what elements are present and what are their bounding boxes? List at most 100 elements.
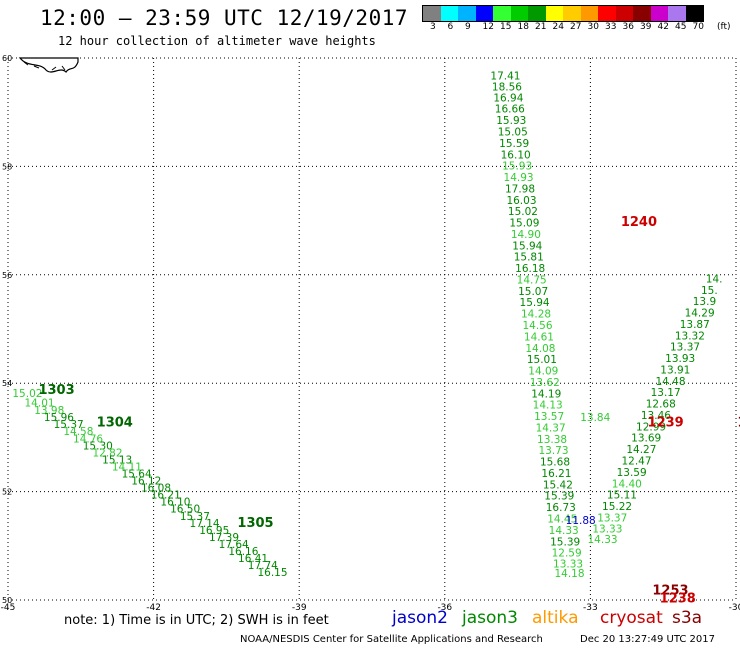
color-scale-label: 70 bbox=[692, 22, 704, 32]
color-swatch bbox=[458, 6, 476, 21]
color-scale-label: 27 bbox=[570, 22, 582, 32]
wave-height-label: 16.66 bbox=[495, 104, 525, 116]
wave-height-label: 17.14 bbox=[190, 518, 220, 530]
latitude-tick-label: 58 bbox=[2, 162, 12, 171]
axis-tick-labels: -45 -42 -39 -36 -33 -30 50 52 54 56 58 60 bbox=[1, 54, 740, 610]
pass-time-label: 1304 bbox=[97, 416, 133, 431]
color-scale-label: 9 bbox=[465, 22, 471, 32]
pass-time-label: 1252 bbox=[737, 416, 740, 431]
wave-height-label: 14.27 bbox=[626, 444, 656, 456]
wave-height-label: 15.42 bbox=[543, 479, 573, 491]
wave-height-label: 14.90 bbox=[511, 229, 541, 241]
color-swatch bbox=[423, 6, 441, 21]
color-swatch bbox=[545, 6, 563, 21]
longitude-tick-label: -39 bbox=[292, 603, 307, 610]
wave-height-label: 14.18 bbox=[554, 568, 584, 580]
color-scale-label: 42 bbox=[657, 22, 669, 32]
wave-height-label: 12.59 bbox=[552, 548, 582, 560]
wave-height-label: 15.11 bbox=[607, 490, 637, 502]
wave-height-label: 14.09 bbox=[528, 366, 558, 378]
wave-height-label: 12.68 bbox=[646, 399, 676, 411]
wave-height-label: 14.08 bbox=[525, 343, 555, 355]
color-swatch bbox=[510, 6, 528, 21]
wave-height-label: 12.82 bbox=[92, 447, 122, 459]
page-subtitle: 12 hour collection of altimeter wave hei… bbox=[58, 34, 376, 48]
wave-height-label: 14.33 bbox=[588, 534, 618, 546]
wave-height-label: 14.29 bbox=[685, 308, 715, 320]
wave-height-label: 15.37 bbox=[180, 511, 210, 523]
wave-height-label: 13.46 bbox=[641, 410, 671, 422]
wave-height-label: 17.41 bbox=[490, 71, 520, 83]
longitude-tick-label: -33 bbox=[583, 603, 598, 610]
wave-height-map: -45-42-39-36-33-30505254565860 15.0214.0… bbox=[1, 54, 740, 610]
wave-height-label: 15.81 bbox=[514, 252, 544, 264]
longitude-tick-label: -42 bbox=[146, 603, 161, 610]
color-swatch bbox=[668, 6, 686, 21]
satellite-legend-altika: altika bbox=[532, 608, 579, 628]
color-scale-label: 6 bbox=[447, 22, 454, 32]
pass-time-label: 1253 bbox=[652, 584, 688, 599]
wave-height-label: 13.98 bbox=[34, 405, 64, 417]
wave-height-label: 16.50 bbox=[170, 504, 200, 516]
pass-time-label: 1305 bbox=[237, 516, 273, 531]
color-scale-label: 3 bbox=[430, 22, 436, 32]
wave-height-label: 13.37 bbox=[670, 342, 700, 354]
map-note: note: 1) Time is in UTC; 2) SWH is in fe… bbox=[64, 613, 329, 628]
latitude-tick-label: 56 bbox=[2, 271, 12, 280]
color-scale-label: 45 bbox=[675, 22, 687, 32]
wave-height-label: 13.17 bbox=[651, 387, 681, 399]
wave-height-label: 12.47 bbox=[621, 456, 651, 468]
color-scale-bar bbox=[422, 5, 704, 22]
wave-height-label: 16.94 bbox=[493, 92, 523, 104]
credit-line: NOAA/NESDIS Center for Satellite Applica… bbox=[240, 634, 543, 645]
color-swatch bbox=[650, 6, 668, 21]
wave-height-label: 16.21 bbox=[151, 490, 181, 502]
wave-height-label: 13.84 bbox=[580, 412, 610, 424]
wave-height-label: 14.11 bbox=[112, 461, 142, 473]
wave-height-label: 13.9 bbox=[693, 296, 716, 308]
wave-height-readings: 15.0214.0113.9815.9615.3714.5814.7615.30… bbox=[12, 71, 722, 581]
wave-height-label: 17.64 bbox=[219, 539, 249, 551]
wave-height-label: 14.45 bbox=[547, 513, 577, 525]
wave-height-label: 16.18 bbox=[515, 263, 545, 275]
wave-height-label: 15.94 bbox=[520, 297, 550, 309]
wave-height-label: 14.33 bbox=[549, 525, 579, 537]
wave-height-label: 16.12 bbox=[131, 476, 161, 488]
wave-height-label: 16.95 bbox=[199, 525, 229, 537]
wave-height-label: 15.94 bbox=[512, 240, 542, 252]
wave-height-label: 16.41 bbox=[238, 553, 268, 565]
color-scale-label: 18 bbox=[517, 22, 529, 32]
wave-height-label: 14.75 bbox=[517, 274, 547, 286]
color-swatch bbox=[580, 6, 598, 21]
latitude-tick-label: 60 bbox=[2, 54, 12, 63]
wave-height-label: 13.57 bbox=[534, 411, 564, 423]
wave-height-label: 17.39 bbox=[209, 532, 239, 544]
wave-height-label: 15.02 bbox=[508, 206, 538, 218]
wave-height-label: 15.05 bbox=[498, 127, 528, 139]
color-scale-label: 24 bbox=[552, 22, 564, 32]
wave-height-label: 13.69 bbox=[631, 433, 661, 445]
color-swatch bbox=[685, 6, 703, 21]
color-swatch bbox=[563, 6, 581, 21]
wave-height-label: 13.91 bbox=[660, 364, 690, 376]
color-swatch bbox=[475, 6, 493, 21]
wave-height-label: 18.56 bbox=[492, 82, 522, 94]
wave-height-label: 15.68 bbox=[540, 457, 570, 469]
longitude-tick-label: -36 bbox=[437, 603, 452, 610]
color-scale-label: 21 bbox=[535, 22, 547, 32]
wave-height-label: 15.01 bbox=[527, 354, 557, 366]
pass-time-label: 1303 bbox=[38, 383, 74, 398]
wave-height-label: 15.93 bbox=[496, 115, 526, 127]
wave-height-label: 13.33 bbox=[592, 523, 622, 535]
latitude-tick-label: 50 bbox=[2, 596, 12, 605]
wave-height-label: 14.01 bbox=[25, 398, 55, 410]
color-scale-label: 36 bbox=[622, 22, 634, 32]
wave-height-label: 16.15 bbox=[257, 567, 287, 579]
wave-height-label: 15.22 bbox=[602, 501, 632, 513]
longitude-tick-label: -30 bbox=[729, 603, 740, 610]
color-scale-labels: 3 6 9 12 15 18 21 24 27 30 33 36 39 42 45 70 bbox=[422, 22, 740, 34]
wave-height-label: 13.38 bbox=[537, 434, 567, 446]
color-swatch bbox=[440, 6, 458, 21]
color-swatch bbox=[598, 6, 616, 21]
